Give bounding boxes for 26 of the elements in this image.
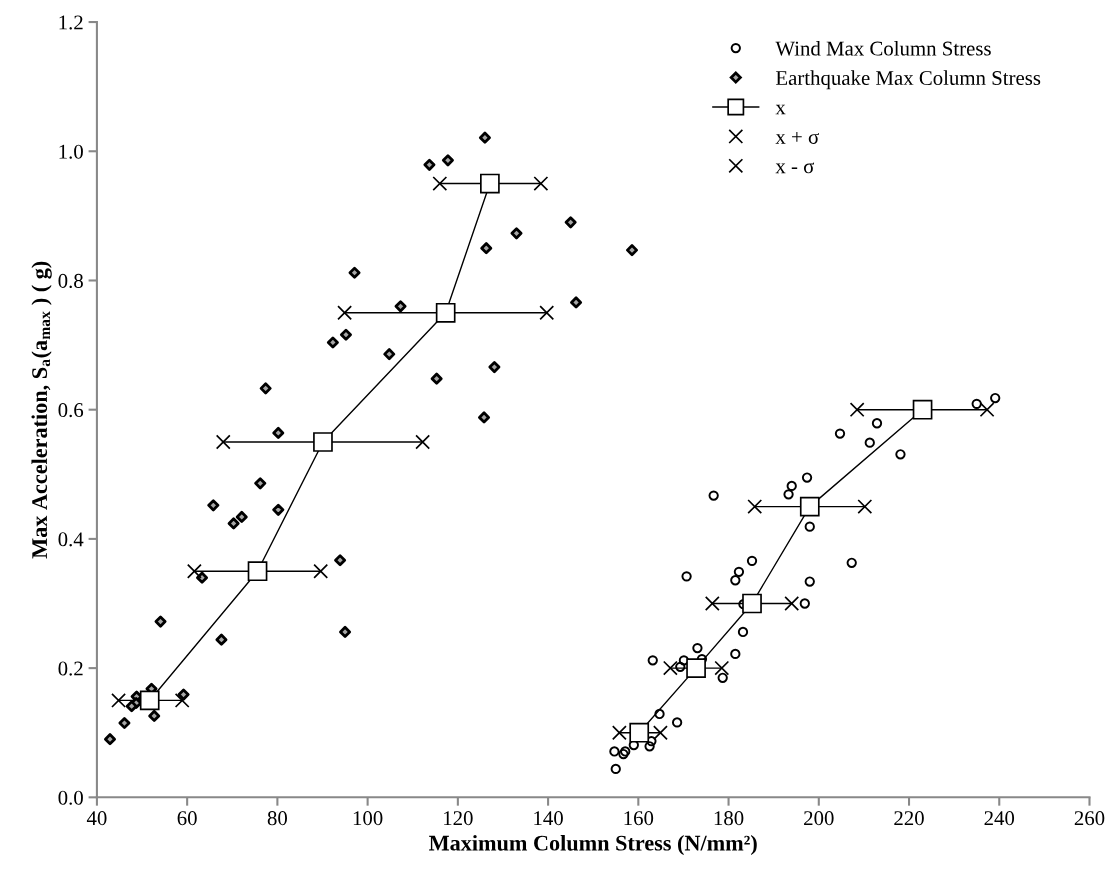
x-tick-label: 80 <box>267 811 288 826</box>
x-tick-label: 200 <box>804 811 834 826</box>
x-tick-label: 120 <box>444 811 473 826</box>
x-tick-label: 260 <box>1074 811 1105 826</box>
y-tick-label: 0.8 <box>58 273 83 288</box>
x-tick-label: 180 <box>714 811 744 826</box>
x-tick-label: 240 <box>984 811 1015 826</box>
y-tick-label: 1.2 <box>59 15 83 30</box>
x-tick-label: 140 <box>534 811 563 826</box>
y-tick-label: 0.4 <box>58 532 84 547</box>
x-tick-label: 220 <box>894 811 924 826</box>
y-tick-label: 0.6 <box>58 403 84 418</box>
y-tick-label: 1.0 <box>59 144 83 159</box>
legend-label: Earthquake Max Column Stress <box>775 70 1041 90</box>
y-axis-title: Max Acceleration, S$_{a}$(a$_{max}$ ) ( g) <box>31 261 52 559</box>
y-tick-label: 0.2 <box>58 661 83 676</box>
x-tick-label: 60 <box>177 811 197 826</box>
y-tick-label: 0.0 <box>58 790 83 805</box>
legend-label: x - σ <box>775 162 815 174</box>
x-tick-label: 160 <box>624 811 654 826</box>
legend-label: x <box>775 104 786 115</box>
x-tick-label: 100 <box>353 811 383 826</box>
x-tick-label: 40 <box>86 811 107 826</box>
x-axis-title: Maximum Column Stress (N/mm²) <box>429 834 757 856</box>
legend-label: Wind Max Column Stress <box>775 40 991 56</box>
legend-label: x + σ <box>775 131 819 144</box>
